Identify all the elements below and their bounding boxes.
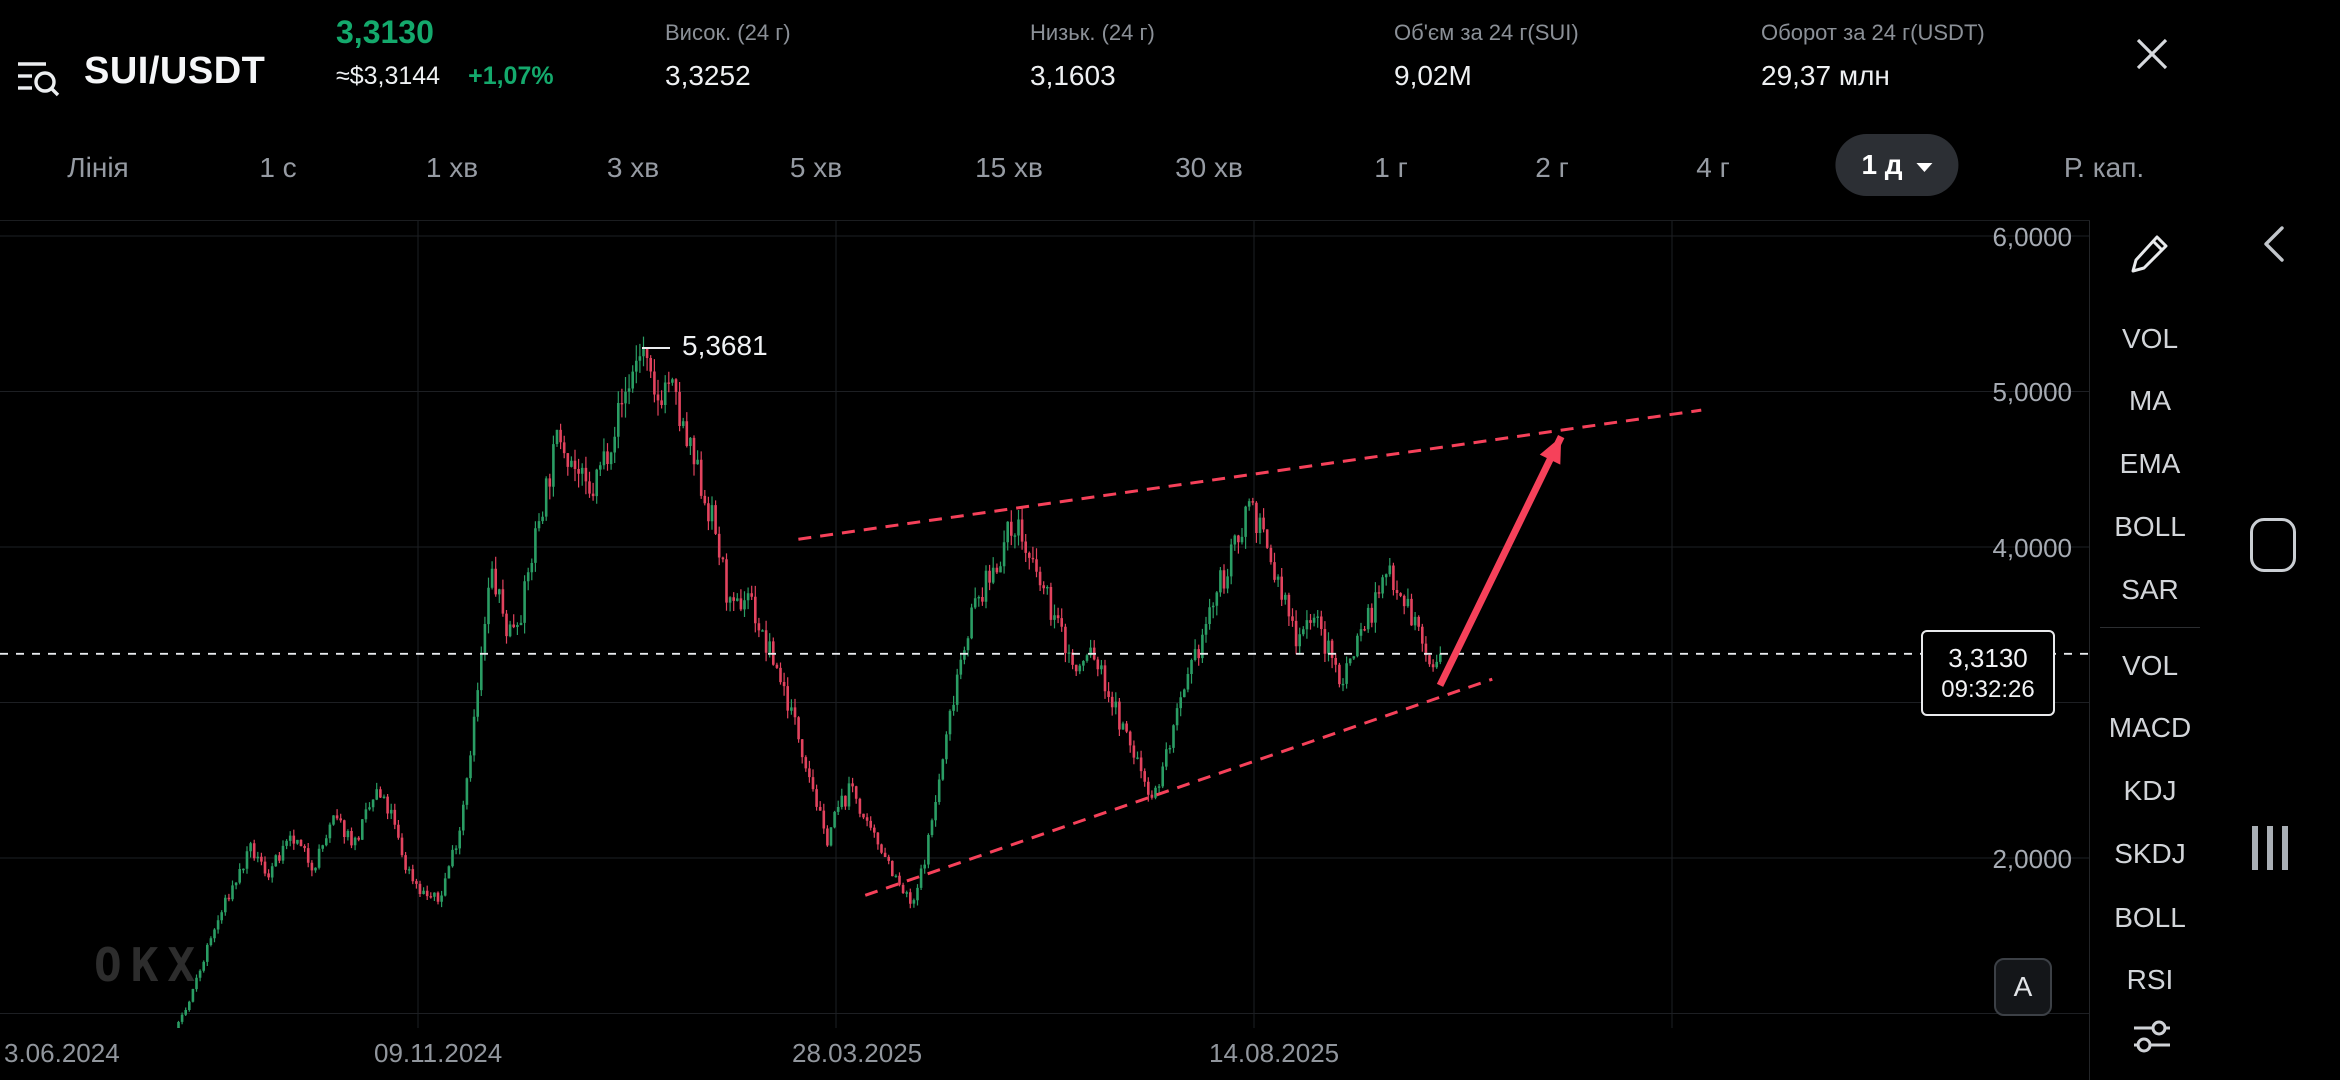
drag-handle-icon[interactable] xyxy=(2252,826,2288,870)
indicator-vol[interactable]: VOL xyxy=(2121,323,2179,354)
indicator-sar[interactable]: SAR xyxy=(2121,574,2179,605)
indicator-kdj[interactable]: KDJ xyxy=(2123,775,2177,806)
indicator-ma[interactable]: MA xyxy=(2129,385,2171,416)
tab-5m[interactable]: 5 хв xyxy=(789,152,843,183)
pair-title: SUI/USDT xyxy=(84,50,266,92)
tab-market-cap[interactable]: Р. кап. xyxy=(2063,152,2145,183)
indicator-settings-icon[interactable] xyxy=(2130,1014,2174,1058)
okx-watermark: OKX xyxy=(94,938,205,992)
collapse-panel-icon[interactable] xyxy=(2252,220,2296,268)
tab-4h[interactable]: 4 г xyxy=(1696,152,1730,183)
indicator-macd[interactable]: MACD xyxy=(2108,712,2192,743)
indicator-divider xyxy=(2100,627,2200,628)
stat-value: 9,02M xyxy=(1394,60,1472,91)
close-icon[interactable] xyxy=(2128,30,2176,78)
tab-1d-selected[interactable]: 1 д xyxy=(1835,134,1959,196)
x-axis-label: 3.06.2024 xyxy=(4,1038,120,1068)
x-axis-label: 14.08.2025 xyxy=(1209,1038,1340,1068)
stat-label: Низьк. (24 г) xyxy=(1030,20,1155,45)
chevron-down-icon xyxy=(1916,162,1933,172)
stat-label: Оборот за 24 г(USDT) xyxy=(1761,20,1985,45)
y-axis-label: 4,0000 xyxy=(1992,533,2072,563)
tab-2h[interactable]: 2 г xyxy=(1535,152,1569,183)
tab-3m[interactable]: 3 хв xyxy=(606,152,660,183)
market-search-icon[interactable] xyxy=(14,54,62,102)
tab-1s[interactable]: 1 с xyxy=(259,152,297,183)
last-price-tag-time: 09:32:26 xyxy=(1941,676,2035,703)
indicator-skdj[interactable]: SKDJ xyxy=(2114,838,2186,869)
last-price-tag: 3,3130 09:32:26 xyxy=(1921,630,2055,716)
indicator-ema[interactable]: EMA xyxy=(2119,448,2181,479)
tab-30m[interactable]: 30 хв xyxy=(1175,152,1243,183)
tab-15m[interactable]: 15 хв xyxy=(975,152,1043,183)
tab-line[interactable]: Лінія xyxy=(67,152,129,183)
y-axis-label: 6,0000 xyxy=(1992,222,2072,252)
draw-tools-icon[interactable] xyxy=(2127,230,2173,276)
price-change: +1,07% xyxy=(468,62,554,90)
indicator-boll[interactable]: BOLL xyxy=(2114,511,2186,542)
floating-window-icon[interactable] xyxy=(2250,518,2296,572)
last-price-tag-value: 3,3130 xyxy=(1948,643,2028,673)
y-axis-label: 2,0000 xyxy=(1992,844,2072,874)
y-axis-label: 5,0000 xyxy=(1992,377,2072,407)
stat-label: Об'єм за 24 г(SUI) xyxy=(1394,20,1579,45)
chart-border xyxy=(0,220,2090,221)
last-price: 3,3130 xyxy=(336,14,434,50)
high-marker-label: 5,3681 xyxy=(682,330,768,361)
stat-value: 3,3252 xyxy=(665,60,751,91)
stat-value: 3,1603 xyxy=(1030,60,1116,91)
stat-value: 29,37 млн xyxy=(1761,60,1890,91)
price-sub: ≈$3,3144 +1,07% xyxy=(336,62,554,91)
indicator-sub-vol[interactable]: VOL xyxy=(2121,650,2179,681)
tab-1h[interactable]: 1 г xyxy=(1374,152,1408,183)
high-marker-tick xyxy=(642,347,670,349)
auto-scale-button[interactable]: A xyxy=(1994,958,2052,1016)
tab-1d-label: 1 д xyxy=(1861,149,1903,180)
candlestick-chart[interactable] xyxy=(0,221,2090,1028)
indicator-rsi[interactable]: RSI xyxy=(2126,964,2174,995)
indicator-sub-boll[interactable]: BOLL xyxy=(2114,902,2186,933)
x-axis-label: 28.03.2025 xyxy=(792,1038,923,1068)
x-axis-label: 09.11.2024 xyxy=(374,1038,503,1068)
stat-label: Висок. (24 г) xyxy=(665,20,791,45)
tab-1m[interactable]: 1 хв xyxy=(425,152,479,183)
fiat-price: ≈$3,3144 xyxy=(336,62,441,90)
chart-sidebar-divider xyxy=(2089,221,2090,1080)
